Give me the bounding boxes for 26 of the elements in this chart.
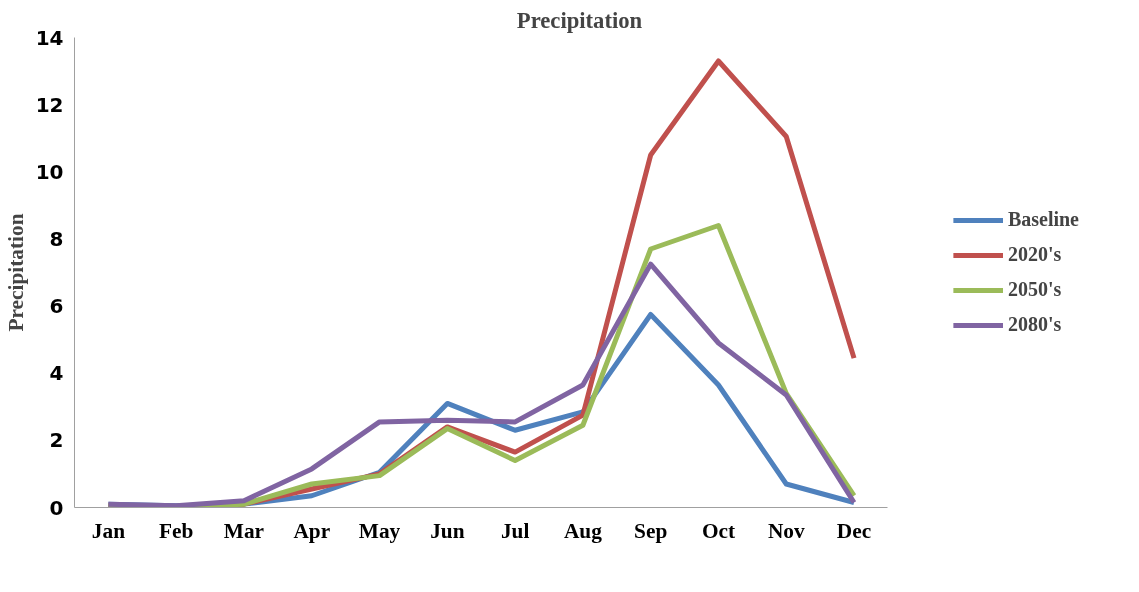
- x-tick-label: Apr: [293, 518, 331, 543]
- legend-label: 2020's: [1007, 243, 1062, 266]
- y-tick-label: 2: [49, 428, 64, 453]
- x-tick-label: May: [358, 518, 401, 543]
- x-tick-label: Feb: [159, 518, 194, 543]
- x-tick-label: Jul: [500, 518, 530, 543]
- x-tick-label: Sep: [634, 518, 668, 543]
- x-tick-label: Jan: [91, 518, 126, 543]
- y-tick-label: 0: [49, 495, 64, 520]
- legend-label: Baseline: [1007, 208, 1079, 231]
- y-tick-label: 6: [49, 294, 64, 319]
- x-tick-label: Aug: [563, 518, 603, 543]
- x-tick-label: Oct: [701, 518, 736, 543]
- y-tick-label: 10: [35, 159, 64, 184]
- y-tick-label: 8: [49, 226, 64, 251]
- legend-label: 2050's: [1007, 278, 1062, 301]
- y-axis-title: Precipitation: [3, 213, 28, 332]
- x-tick-label: Mar: [223, 518, 265, 543]
- y-tick-label: 14: [35, 25, 64, 50]
- y-tick-label: 4: [49, 361, 64, 386]
- x-tick-label: Jun: [430, 518, 465, 543]
- x-tick-label: Nov: [767, 518, 805, 543]
- y-tick-label: 12: [35, 92, 64, 117]
- chart-title: Precipitation: [516, 7, 643, 33]
- legend-label: 2080's: [1007, 313, 1062, 336]
- x-tick-label: Dec: [836, 518, 872, 543]
